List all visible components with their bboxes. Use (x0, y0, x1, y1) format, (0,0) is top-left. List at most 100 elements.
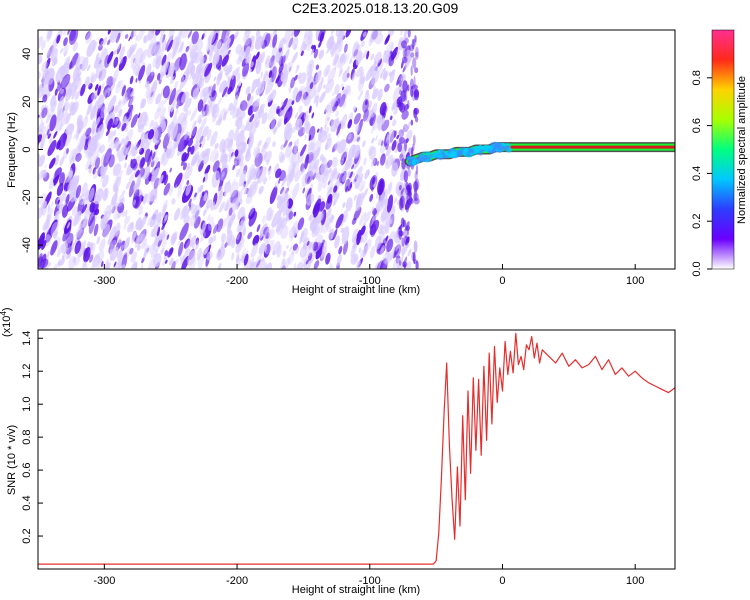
noise-speckle (172, 40, 179, 57)
noise-speckle (382, 50, 391, 63)
noise-speckle (161, 39, 167, 51)
noise-speckle (154, 156, 159, 165)
noise-speckle (219, 201, 225, 213)
noise-edge-speckle (403, 228, 408, 239)
noise-speckle (345, 185, 349, 192)
noise-speckle (320, 252, 325, 259)
noise-speckle (169, 88, 173, 95)
noise-speckle (210, 91, 217, 109)
noise-speckle (122, 115, 127, 124)
noise-speckle (310, 48, 314, 56)
colorbar-tick-label: 0.0 (691, 261, 703, 276)
noise-speckle (407, 121, 411, 130)
noise-speckle (142, 193, 148, 205)
noise-speckle (156, 73, 161, 81)
noise-edge-speckle (410, 86, 414, 98)
noise-speckle (55, 119, 62, 132)
noise-speckle (188, 257, 197, 269)
noise-speckle (181, 152, 187, 162)
noise-speckle (198, 184, 204, 192)
noise-speckle (118, 146, 128, 162)
noise-speckle (356, 193, 362, 208)
noise-speckle (180, 206, 187, 220)
noise-speckle (56, 83, 62, 92)
noise-speckle (236, 233, 240, 241)
noise-speckle (201, 33, 205, 40)
noise-speckle (285, 99, 291, 113)
noise-speckle (155, 55, 162, 70)
noise-edge-speckle (404, 235, 409, 246)
noise-speckle (120, 138, 125, 146)
noise-speckle (238, 170, 247, 187)
noise-speckle (242, 183, 246, 192)
noise-speckle (282, 250, 287, 257)
noise-speckle (266, 207, 272, 221)
noise-speckle (153, 253, 162, 267)
noise-speckle (362, 31, 367, 38)
noise-speckle (284, 61, 293, 76)
noise-speckle (47, 139, 57, 157)
noise-speckle (356, 136, 361, 142)
noise-speckle (164, 214, 168, 222)
noise-speckle (226, 108, 230, 115)
noise-speckle (117, 100, 121, 107)
noise-speckle (374, 235, 382, 250)
noise-speckle (239, 100, 248, 112)
noise-speckle (239, 198, 243, 205)
noise-speckle (62, 30, 67, 36)
noise-speckle (320, 157, 327, 175)
noise-speckle (157, 99, 165, 113)
noise-edge-speckle (402, 46, 407, 59)
noise-speckle (128, 109, 133, 120)
noise-speckle (163, 182, 171, 196)
noise-speckle (201, 111, 206, 119)
noise-edge-speckle (413, 192, 419, 202)
noise-speckle (254, 253, 262, 269)
noise-speckle (130, 113, 138, 128)
noise-speckle (307, 162, 314, 177)
noise-speckle (351, 238, 357, 249)
noise-speckle (62, 222, 67, 231)
noise-speckle (53, 263, 58, 269)
top-y-tick-label: -20 (21, 189, 33, 205)
noise-speckle (400, 30, 404, 36)
noise-speckle (272, 141, 276, 148)
noise-speckle (340, 147, 348, 161)
noise-speckle (195, 237, 200, 246)
noise-speckle (291, 100, 295, 105)
noise-speckle (185, 45, 190, 53)
noise-speckle (264, 239, 275, 255)
noise-speckle (353, 134, 359, 143)
noise-speckle (92, 41, 98, 52)
noise-speckle (358, 180, 366, 192)
noise-speckle (280, 144, 285, 150)
noise-speckle (352, 171, 355, 178)
noise-speckle (199, 63, 208, 79)
noise-speckle (61, 242, 68, 255)
noise-speckle (103, 204, 111, 217)
top-x-tick-label: -300 (93, 275, 115, 287)
noise-speckle (275, 217, 283, 234)
noise-speckle (151, 167, 160, 183)
noise-speckle (75, 57, 80, 70)
noise-speckle (93, 165, 101, 180)
noise-speckle (303, 95, 312, 107)
noise-speckle (68, 83, 74, 95)
noise-speckle (94, 208, 100, 216)
noise-speckle (243, 188, 248, 195)
noise-speckle (343, 53, 350, 65)
noise-speckle (261, 257, 264, 263)
noise-speckle (268, 175, 272, 180)
noise-speckle (236, 255, 240, 263)
noise-speckle (89, 242, 96, 255)
noise-speckle (313, 146, 321, 162)
noise-speckle (389, 115, 393, 121)
noise-speckle (151, 82, 157, 94)
noise-speckle (393, 197, 398, 204)
noise-speckle (84, 76, 90, 88)
noise-speckle (245, 30, 248, 34)
noise-edge-speckle (414, 170, 418, 181)
noise-speckle (102, 187, 109, 202)
noise-speckle (274, 179, 280, 189)
noise-speckle (308, 125, 316, 141)
